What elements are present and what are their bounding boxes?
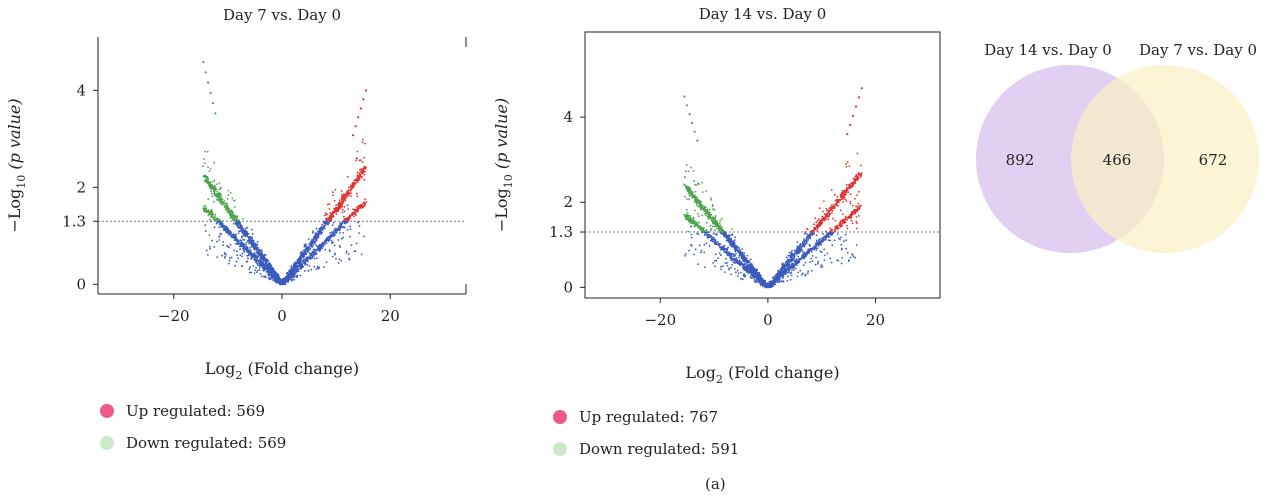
x-tick-label: −20 bbox=[644, 311, 676, 329]
x-tick-label: 20 bbox=[866, 311, 885, 329]
x-axis-label: Log2 (Fold change) bbox=[685, 363, 839, 386]
x-tick-label: 0 bbox=[763, 311, 773, 329]
